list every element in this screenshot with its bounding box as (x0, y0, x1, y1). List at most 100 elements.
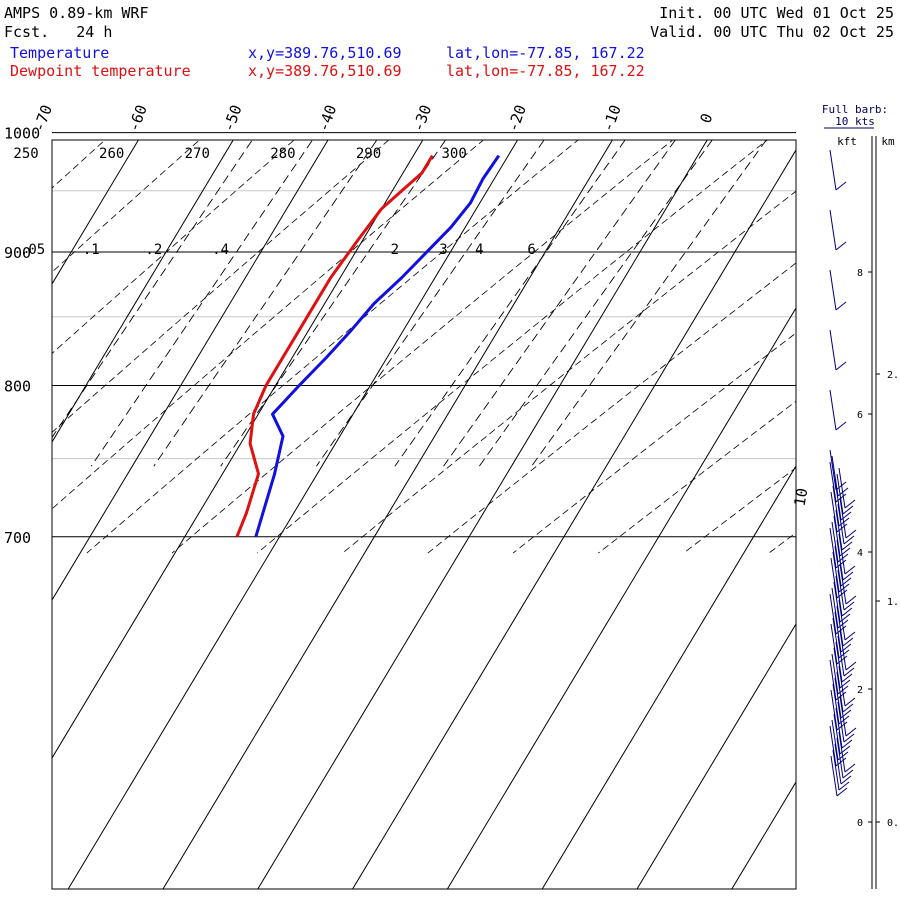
wind-barb-feather (845, 529, 857, 539)
wind-barb (839, 629, 847, 671)
wind-barb (834, 545, 842, 587)
wind-barb-feather (842, 571, 854, 581)
temperature-xy: x,y=389.76,510.69 (248, 44, 402, 62)
pressure-tick-label: 1000 (4, 125, 40, 143)
dry-adiabat (171, 140, 674, 554)
wind-barb (839, 563, 847, 605)
wind-barb (831, 455, 839, 497)
wind-barb-feather (835, 361, 847, 371)
kft-tick-label: 2 (857, 685, 863, 696)
wind-barb (829, 659, 837, 701)
dry-adiabat (683, 467, 796, 554)
theta-label: 250 (13, 146, 38, 162)
mixing-ratio-label: .1 (83, 242, 100, 258)
wind-barb (838, 467, 846, 509)
wind-barb (831, 653, 839, 695)
wind-barb (829, 329, 837, 371)
wind-barb (833, 581, 841, 623)
mixing-ratio-line (316, 140, 545, 467)
km-axis-label: km (881, 135, 895, 148)
wind-barb-feather (844, 697, 856, 707)
dry-adiabat (52, 140, 390, 433)
wind-barb (830, 755, 838, 797)
wind-barb (831, 719, 839, 761)
wind-barb (835, 707, 843, 749)
mixing-ratio-line (153, 140, 378, 467)
wind-legend-title: Full barb: (822, 103, 888, 116)
mixing-ratio-line (531, 140, 767, 467)
wind-barb (830, 689, 838, 731)
mixing-ratio-label: 6 (527, 242, 535, 258)
isotherm-label: 0 (696, 111, 716, 126)
dewpoint-trace (235, 154, 434, 538)
isotherm-label: -20 (504, 102, 530, 134)
wind-barb-feather (835, 421, 847, 431)
wind-barb-feather (841, 541, 853, 551)
theta-label: 290 (356, 146, 381, 162)
wind-barb-feather (835, 481, 847, 491)
dewpoint-legend: Dewpoint temperature (10, 62, 191, 80)
wind-barb-feather (841, 607, 853, 617)
wind-barb (835, 575, 843, 617)
kft-tick-label: 4 (857, 548, 863, 559)
wind-barb-feather (845, 661, 857, 671)
wind-barb-feather (835, 241, 847, 251)
km-tick-label: 0. (887, 818, 899, 829)
isotherm-line (52, 140, 329, 601)
mixing-ratio-label: 3 (439, 242, 447, 258)
dry-adiabat (427, 262, 796, 554)
wind-barb (837, 503, 845, 545)
dry-adiabat (86, 140, 579, 554)
wind-barb (829, 149, 837, 191)
wind-barb (829, 389, 837, 431)
wind-barb-feather (842, 637, 854, 647)
wind-barb (834, 743, 842, 785)
dry-adiabat (52, 140, 295, 354)
kft-tick-label: 6 (857, 410, 863, 421)
mixing-ratio-label: .2 (145, 242, 162, 258)
temperature-trace (254, 154, 501, 538)
mixing-ratio-label: .4 (212, 242, 229, 258)
isotherm-label: -70 (30, 102, 56, 134)
wind-barb-feather (843, 733, 855, 743)
wind-barb-feather (841, 739, 853, 749)
wind-barb (836, 737, 844, 779)
wind-barb (834, 479, 842, 521)
wind-barb-feather (836, 787, 848, 797)
theta-label: 260 (99, 146, 124, 162)
wind-barb-feather (845, 595, 857, 605)
wind-barb (832, 617, 840, 659)
isotherm-label: -10 (599, 102, 625, 134)
isotherm-label: -50 (219, 102, 245, 134)
wind-barb (835, 509, 843, 551)
wind-barb (829, 461, 837, 503)
temperature-latlon: lat,lon=-77.85, 167.22 (446, 44, 645, 62)
mixing-ratio-label: .05 (20, 242, 45, 258)
pressure-tick-label: 700 (4, 529, 31, 547)
wind-barb (836, 539, 844, 581)
wind-barb (830, 557, 838, 599)
isotherm-line (52, 140, 234, 443)
wind-barb-feather (844, 763, 856, 773)
wind-barb-feather (842, 769, 854, 779)
theta-label: 300 (441, 146, 466, 162)
isotherm-line (52, 140, 139, 285)
theta-label: 270 (185, 146, 210, 162)
wind-barb (838, 533, 846, 575)
wind-barb-feather (835, 301, 847, 311)
wind-barb (831, 521, 839, 563)
init-time: Init. 00 UTC Wed 01 Oct 25 (659, 4, 894, 22)
km-tick-label: 2. (887, 370, 899, 381)
wind-barb-feather (835, 181, 847, 191)
isotherm-line (67, 140, 519, 889)
wind-legend-units: 10 kts (835, 115, 875, 128)
mixing-ratio-label: 2 (391, 242, 399, 258)
isotherm-line (352, 149, 796, 889)
wind-barb (829, 209, 837, 251)
wind-barb (831, 587, 839, 629)
wind-barb (838, 665, 846, 707)
wind-barb-feather (842, 703, 854, 713)
wind-barb-feather (842, 505, 854, 515)
wind-barb-feather (843, 667, 855, 677)
